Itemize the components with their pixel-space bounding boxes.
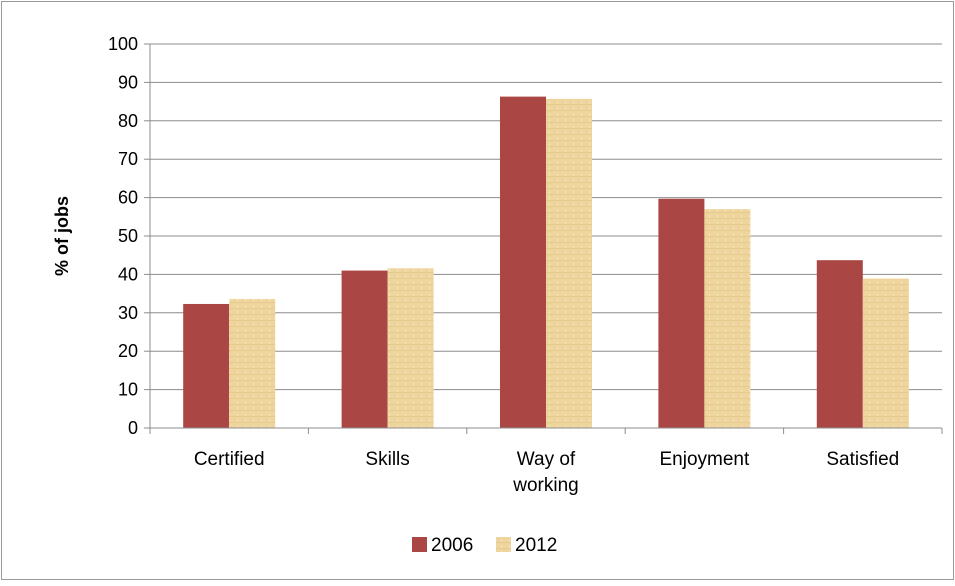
y-tick-label: 70 [118,149,138,169]
tick-labels: 0 10 20 30 40 50 60 70 80 90 100 Certified Skills Way… [108,34,899,496]
bar-2006-satisfied [816,260,863,428]
y-axis-title: % of jobs [52,196,72,276]
x-tick-label: Satisfied [826,449,899,470]
y-tick-label: 30 [118,303,138,323]
y-tick-label: 0 [128,418,138,438]
bar-2012-satisfied [862,278,909,428]
y-tick-label: 90 [118,72,138,92]
axes [144,43,943,434]
legend-swatch [496,537,511,552]
y-tick-label: 40 [118,264,138,284]
legend-label: 2006 [431,535,473,556]
bar-2006-certified [183,303,230,428]
x-tick-label: Way of working [512,449,578,496]
legend-item-2012: 2012 [496,535,557,556]
y-tick-label: 50 [118,226,138,246]
legend: 2006 2012 [412,535,557,556]
bar-2006-way-of-working [500,96,546,428]
y-tick-label: 60 [118,188,138,208]
bars [183,96,909,429]
legend-item-2006: 2006 [412,535,473,556]
bar-2012-skills [387,268,434,428]
x-tick-label: Enjoyment [660,449,750,470]
legend-label: 2012 [515,535,557,556]
y-tick-label: 80 [118,111,138,131]
bar-2012-way-of-working [546,98,592,429]
bar-2012-enjoyment [704,209,751,428]
x-tick-label: Certified [194,449,265,470]
y-tick-label: 10 [118,380,138,400]
bar-2006-skills [341,270,388,428]
x-tick-label: Skills [365,449,409,470]
bar-2006-enjoyment [658,198,705,428]
y-tick-label: 20 [118,341,138,361]
bar-2012-certified [229,298,276,428]
legend-swatch [412,537,427,552]
y-tick-label: 100 [108,34,138,54]
